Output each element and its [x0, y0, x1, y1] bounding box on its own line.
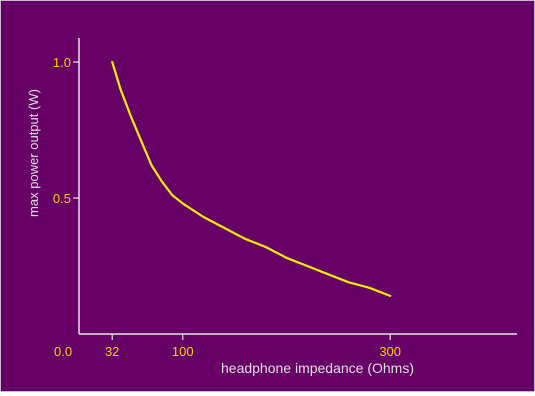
origin-tick-label: 0.0 [54, 344, 72, 359]
x-axis-label: headphone impedance (Ohms) [221, 360, 414, 376]
tick-labels: 0.0 32 100 300 0.5 1.0 [53, 55, 401, 359]
x-tick-label: 32 [105, 344, 119, 359]
y-tick-label: 1.0 [53, 55, 71, 70]
x-tick-label: 100 [172, 344, 194, 359]
y-axis-label: max power output (W) [26, 89, 41, 217]
x-tick-label: 300 [379, 344, 401, 359]
y-tick-label: 0.5 [53, 191, 71, 206]
series-line [111, 60, 392, 297]
axes [78, 38, 517, 335]
tick-marks [73, 61, 391, 340]
